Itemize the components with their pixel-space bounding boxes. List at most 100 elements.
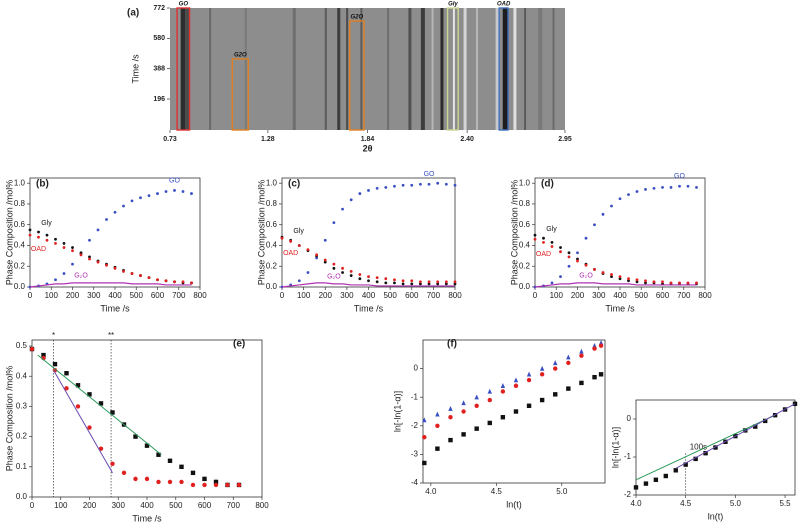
data-point (341, 271, 344, 274)
x-tick-label: 4.0 (630, 499, 642, 508)
data-point (610, 204, 613, 208)
data-point (179, 479, 184, 485)
data-point (167, 458, 173, 463)
data-point (635, 280, 639, 284)
heatmap-stripe (292, 8, 296, 130)
data-point (323, 260, 327, 264)
data-point (375, 280, 379, 284)
x-tick-label: 400 (140, 501, 154, 510)
series-label: G₂O (74, 273, 88, 280)
data-point (167, 479, 173, 485)
data-point (584, 236, 588, 240)
y-axis-title: Time /s (130, 54, 140, 84)
data-point (358, 192, 362, 195)
y-axis-title: Phase Composition /mol% (4, 366, 14, 472)
series-line (534, 282, 697, 288)
data-point (110, 461, 115, 466)
data-point (422, 435, 427, 440)
data-point (559, 246, 562, 249)
y-tick-label: 0.5 (16, 341, 28, 350)
data-point (627, 193, 630, 197)
data-point (526, 403, 532, 408)
data-point (190, 281, 193, 285)
data-point (643, 481, 649, 486)
y-tick-label: -1 (411, 392, 419, 401)
data-point (45, 238, 49, 242)
data-point (579, 353, 584, 358)
data-point (500, 389, 506, 394)
y-tick-label: 1.0 (14, 178, 26, 187)
x-tick-label: 1.84 (361, 136, 375, 143)
data-point (349, 198, 353, 202)
series-label: Gly (41, 220, 52, 227)
data-point (29, 346, 35, 352)
data-point (592, 346, 597, 351)
data-point (461, 400, 466, 406)
data-point (213, 482, 219, 488)
data-point (45, 233, 49, 237)
series-label: Gly (293, 228, 304, 235)
x-axis-title: Time /s (132, 513, 162, 523)
y-tick-label: 0.6 (14, 220, 26, 229)
data-point (64, 371, 69, 376)
heatmap-stripe (495, 8, 499, 130)
data-point (559, 250, 562, 254)
data-point (306, 248, 310, 252)
x-axis-title: ln(t) (708, 511, 724, 521)
data-point (410, 279, 414, 283)
data-point (539, 365, 545, 371)
x-tick-label: 0 (30, 501, 35, 510)
x-tick-label: 5.0 (730, 499, 742, 508)
data-point (633, 485, 639, 490)
data-point (610, 275, 613, 279)
y-axis-title: Phase Composition /mol% (4, 180, 14, 286)
y-tick-label: 1.0 (266, 178, 278, 187)
data-point (448, 415, 453, 420)
data-point (349, 274, 353, 277)
plot-frame (422, 339, 606, 484)
heatmap-stripe (337, 8, 341, 130)
data-point (393, 278, 396, 282)
series-label: Gly (546, 226, 557, 233)
data-point (96, 228, 100, 232)
x-axis-title: ln(t) (506, 499, 522, 509)
data-point (147, 276, 151, 280)
series-label: GO (674, 173, 685, 180)
y-tick-label: 0.2 (16, 432, 28, 441)
y-tick-label: 0.8 (266, 199, 278, 208)
reference-label: ** (108, 331, 114, 340)
heatmap-stripe (244, 8, 247, 130)
data-point (75, 404, 81, 409)
data-point (401, 282, 405, 286)
data-point (693, 456, 698, 462)
data-point (121, 470, 127, 476)
x-tick-label: 800 (698, 291, 712, 300)
data-point (71, 246, 74, 249)
data-point (474, 403, 479, 408)
heatmap-stripe (538, 8, 543, 130)
series-label: OAD (283, 250, 298, 257)
data-point (500, 415, 506, 420)
data-point (542, 240, 545, 244)
data-point (156, 452, 161, 457)
data-point (297, 244, 301, 247)
data-point (113, 266, 117, 270)
y-axis-title: ln[-ln(1-α)] (392, 391, 402, 432)
heatmap-stripe (502, 8, 508, 130)
heatmap-stripe (387, 8, 390, 130)
data-point (610, 273, 613, 276)
data-point (487, 388, 492, 394)
data-point (54, 278, 57, 282)
x-tick-label: 100 (45, 291, 59, 300)
region-label: Gly (448, 2, 458, 8)
data-point (280, 236, 284, 240)
x-tick-label: 500 (383, 291, 397, 300)
data-point (71, 262, 74, 266)
data-point (213, 479, 219, 485)
data-point (384, 277, 388, 281)
x-tick-label: 600 (405, 291, 419, 300)
data-point (683, 462, 688, 467)
y-tick-label: 0.4 (16, 371, 28, 380)
data-point (553, 392, 558, 397)
